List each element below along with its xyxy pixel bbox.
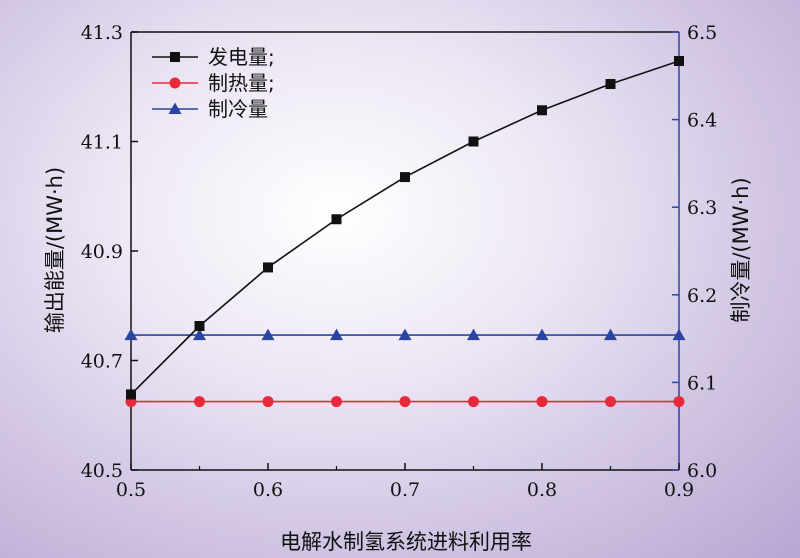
y-left-tick-label: 40.7 <box>81 351 123 373</box>
legend-label: 发电量; <box>208 45 275 69</box>
series-point <box>536 396 548 408</box>
series-point <box>193 328 206 341</box>
series-point <box>263 262 273 273</box>
y-left-tick-label: 40.5 <box>81 460 123 482</box>
legend-label: 制热量; <box>208 71 275 95</box>
legend-label: 制冷量 <box>208 97 268 121</box>
series-point <box>605 396 616 408</box>
series-point <box>674 56 684 67</box>
series-point <box>262 396 274 408</box>
series-point <box>605 79 616 90</box>
series-point <box>124 328 138 341</box>
series-point <box>468 136 479 147</box>
series-point <box>194 321 205 332</box>
y-axis-right-title: 制冷量/(MW·h) <box>729 177 753 322</box>
series-point <box>194 396 205 408</box>
y-left-tick-label: 40.9 <box>81 241 123 263</box>
y-right-tick-label: 6.0 <box>687 460 717 482</box>
series-point <box>467 328 480 341</box>
y-right-tick-label: 6.2 <box>687 285 717 307</box>
y-left-tick-label: 41.3 <box>81 22 123 44</box>
series-point <box>126 389 136 400</box>
x-tick-label: 0.9 <box>664 479 694 501</box>
legend-marker <box>170 52 180 62</box>
x-axis-title: 电解水制氢系统进料利用率 <box>280 530 532 554</box>
x-tick-label: 0.5 <box>116 479 146 501</box>
series-point <box>399 396 411 408</box>
series-point <box>672 328 686 341</box>
y-right-tick-label: 6.4 <box>687 110 717 132</box>
y-right-tick-label: 6.1 <box>687 372 717 394</box>
series-point <box>604 328 617 341</box>
series-point <box>468 396 479 408</box>
x-tick-label: 0.8 <box>527 479 557 501</box>
series-point <box>535 328 549 341</box>
x-tick-label: 0.6 <box>253 479 283 501</box>
y-right-tick-label: 6.3 <box>687 197 717 219</box>
y-right-tick-label: 6.5 <box>687 22 717 44</box>
series-point <box>400 172 410 183</box>
y-left-tick-label: 41.1 <box>81 132 123 154</box>
series-point <box>398 328 412 341</box>
series-point <box>261 328 275 341</box>
legend-marker <box>169 77 181 89</box>
series-point <box>537 105 547 116</box>
legend-marker <box>168 102 182 114</box>
series-point <box>331 214 342 225</box>
series-point <box>673 396 685 408</box>
y-axis-left-title: 输出能量/(MW·h) <box>43 167 67 333</box>
series-point <box>331 396 342 408</box>
series-point <box>330 328 343 341</box>
x-tick-label: 0.7 <box>390 479 420 501</box>
